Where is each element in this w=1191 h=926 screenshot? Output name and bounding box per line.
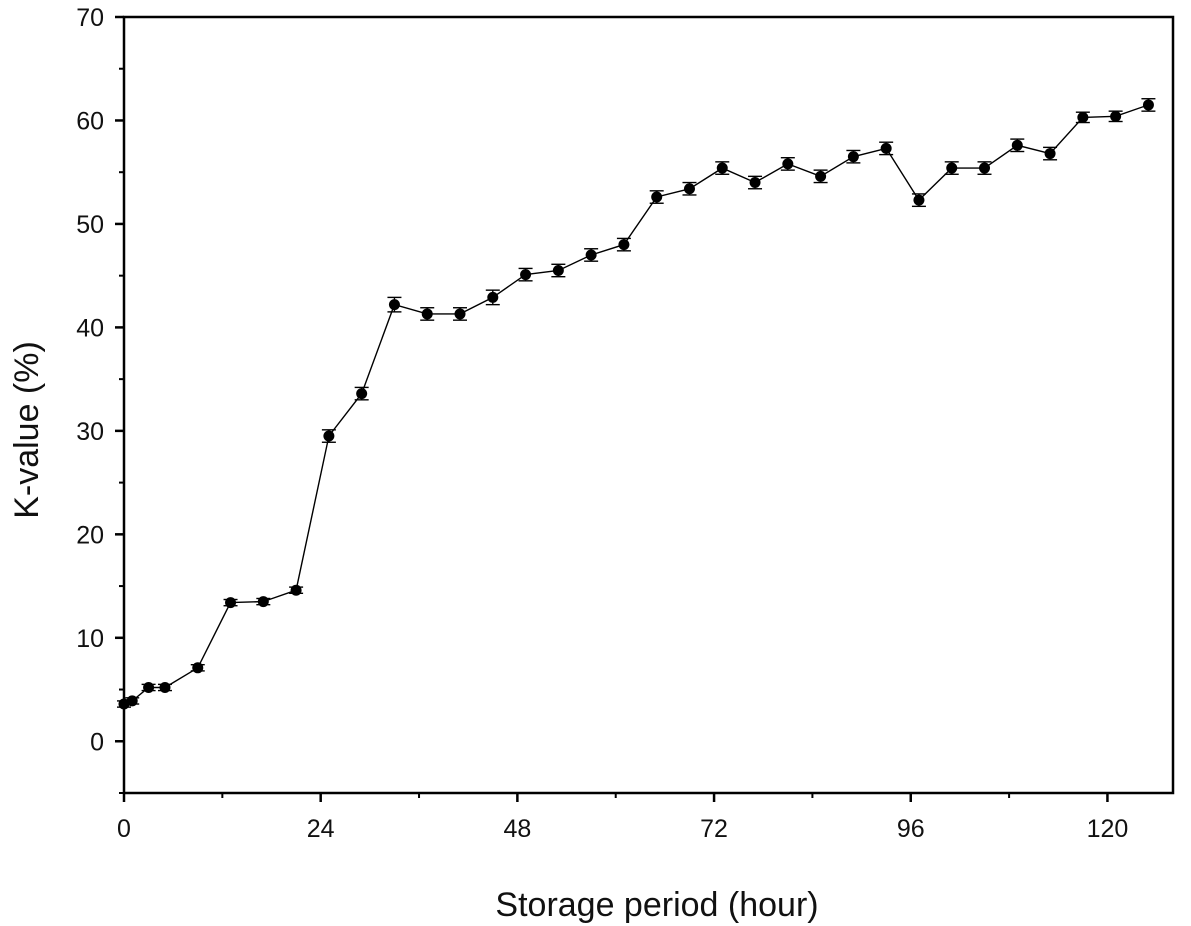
y-tick-label: 60 — [76, 107, 104, 135]
x-tick-label: 48 — [503, 815, 531, 843]
y-axis-title: K-value (%) — [8, 341, 46, 519]
data-point — [1011, 139, 1023, 151]
data-point — [487, 291, 499, 303]
data-point — [749, 177, 761, 189]
x-tick-label: 72 — [700, 815, 728, 843]
data-point — [552, 264, 564, 276]
tick-marks — [115, 15, 1109, 802]
data-point — [225, 597, 237, 609]
data-point — [683, 183, 695, 195]
data-point — [913, 194, 925, 206]
data-point — [815, 170, 827, 182]
data-point — [1044, 148, 1056, 160]
data-point — [1077, 111, 1089, 123]
data-point — [356, 388, 368, 400]
x-axis-title: Storage period (hour) — [495, 886, 818, 924]
data-point — [323, 430, 335, 442]
data-point — [290, 584, 302, 596]
data-point — [520, 269, 532, 281]
x-tick-label: 96 — [897, 815, 925, 843]
x-tick-label: 24 — [307, 815, 335, 843]
y-tick-label: 0 — [90, 728, 104, 756]
data-point — [192, 662, 204, 674]
data-point — [1110, 110, 1122, 122]
y-tick-labels: 0 10 20 30 40 50 60 70 — [76, 4, 104, 756]
data-point — [782, 158, 794, 170]
data-point — [880, 142, 892, 154]
data-point — [651, 191, 663, 203]
data-point — [143, 681, 155, 693]
x-tick-label: 120 — [1087, 815, 1129, 843]
data-point — [847, 151, 859, 163]
x-tick-labels: 0 24 48 72 96 120 — [117, 815, 1128, 843]
data-point — [979, 162, 991, 174]
data-point — [946, 162, 958, 174]
y-tick-label: 10 — [76, 625, 104, 653]
data-point — [618, 239, 630, 251]
plot-frame — [122, 15, 1175, 795]
data-series — [117, 98, 1156, 710]
series-line — [123, 104, 1149, 705]
y-tick-label: 70 — [76, 4, 104, 32]
y-tick-label: 50 — [76, 211, 104, 239]
data-point — [159, 681, 171, 693]
data-point — [388, 299, 400, 311]
data-point — [257, 596, 269, 608]
y-tick-label: 30 — [76, 418, 104, 446]
data-point — [1142, 99, 1154, 111]
data-point — [126, 695, 138, 707]
x-tick-label: 0 — [117, 815, 131, 843]
data-point — [454, 308, 466, 320]
data-point — [421, 308, 433, 320]
y-tick-label: 40 — [76, 314, 104, 342]
data-point — [716, 162, 728, 174]
axes — [122, 15, 1175, 795]
y-tick-label: 20 — [76, 521, 104, 549]
data-point — [585, 249, 597, 261]
